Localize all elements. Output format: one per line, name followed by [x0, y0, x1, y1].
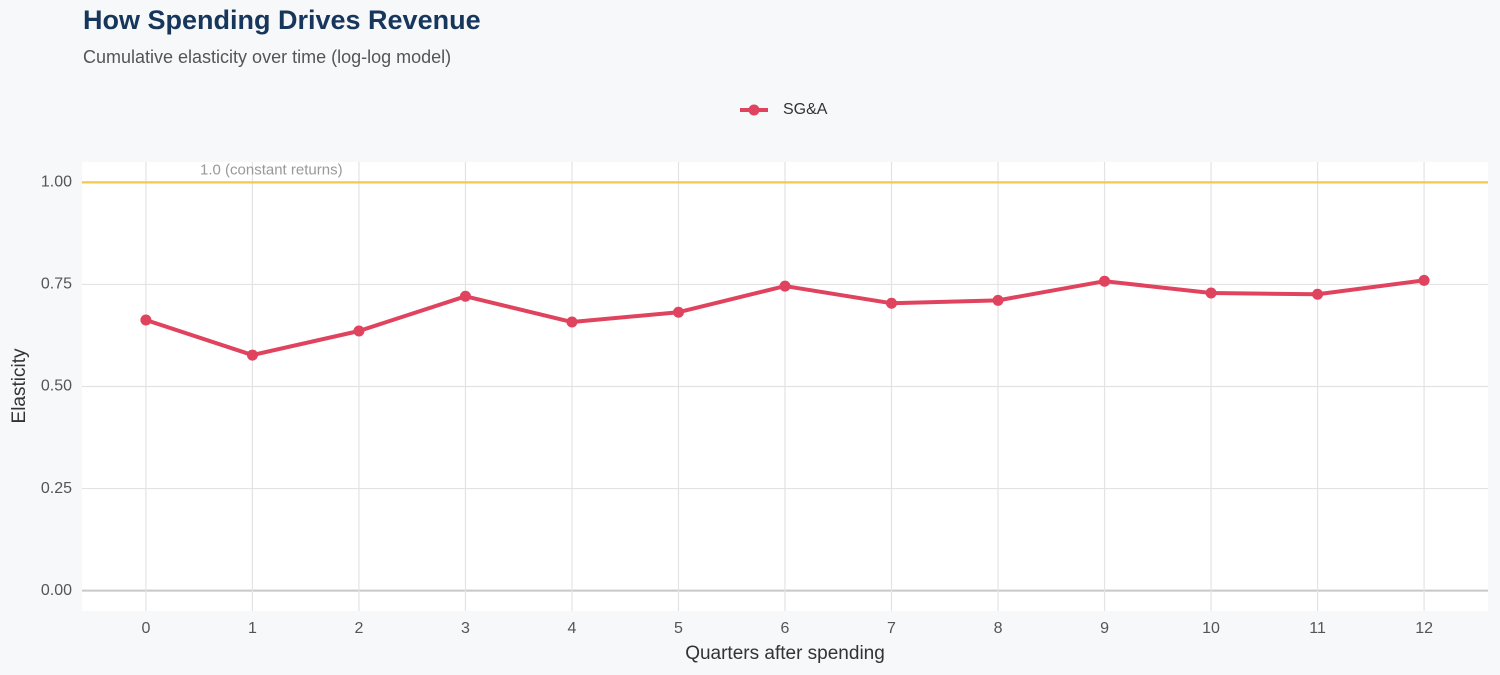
x-tick-label: 1 [248, 620, 257, 637]
data-point [353, 325, 365, 337]
y-tick-label: 1.00 [41, 174, 72, 191]
chart-subtitle: Cumulative elasticity over time (log-log… [83, 47, 451, 67]
reference-label: 1.0 (constant returns) [200, 161, 343, 178]
y-tick-label: 0.25 [41, 480, 72, 497]
data-point [1205, 287, 1217, 299]
y-axis-label: Elasticity [9, 348, 30, 423]
x-tick-label: 5 [674, 620, 683, 637]
data-point [1418, 274, 1430, 286]
data-point [992, 294, 1004, 306]
data-point [459, 290, 471, 302]
x-tick-label: 9 [1100, 620, 1109, 637]
x-tick-label: 7 [887, 620, 896, 637]
y-tick-label: 0.00 [41, 582, 72, 599]
x-tick-label: 2 [354, 620, 363, 637]
data-point [1312, 288, 1324, 300]
x-axis-label: Quarters after spending [685, 643, 885, 664]
x-tick-label: 0 [141, 620, 150, 637]
data-point [886, 297, 898, 309]
chart-title: How Spending Drives Revenue [83, 5, 481, 35]
x-tick-label: 4 [568, 620, 577, 637]
x-tick-label: 8 [994, 620, 1003, 637]
data-point [246, 349, 258, 361]
data-point [1099, 275, 1111, 287]
data-point [779, 280, 791, 292]
y-tick-label: 0.50 [41, 378, 72, 395]
data-point [672, 306, 684, 318]
x-tick-label: 10 [1202, 620, 1220, 637]
x-tick-label: 11 [1309, 620, 1326, 637]
x-tick-label: 3 [461, 620, 470, 637]
x-tick-label: 6 [781, 620, 790, 637]
legend-label: SG&A [783, 101, 828, 118]
x-tick-label: 12 [1415, 620, 1433, 637]
data-point [566, 316, 578, 328]
y-tick-label: 0.75 [41, 276, 72, 293]
data-point [140, 314, 152, 326]
legend-marker [748, 104, 760, 116]
